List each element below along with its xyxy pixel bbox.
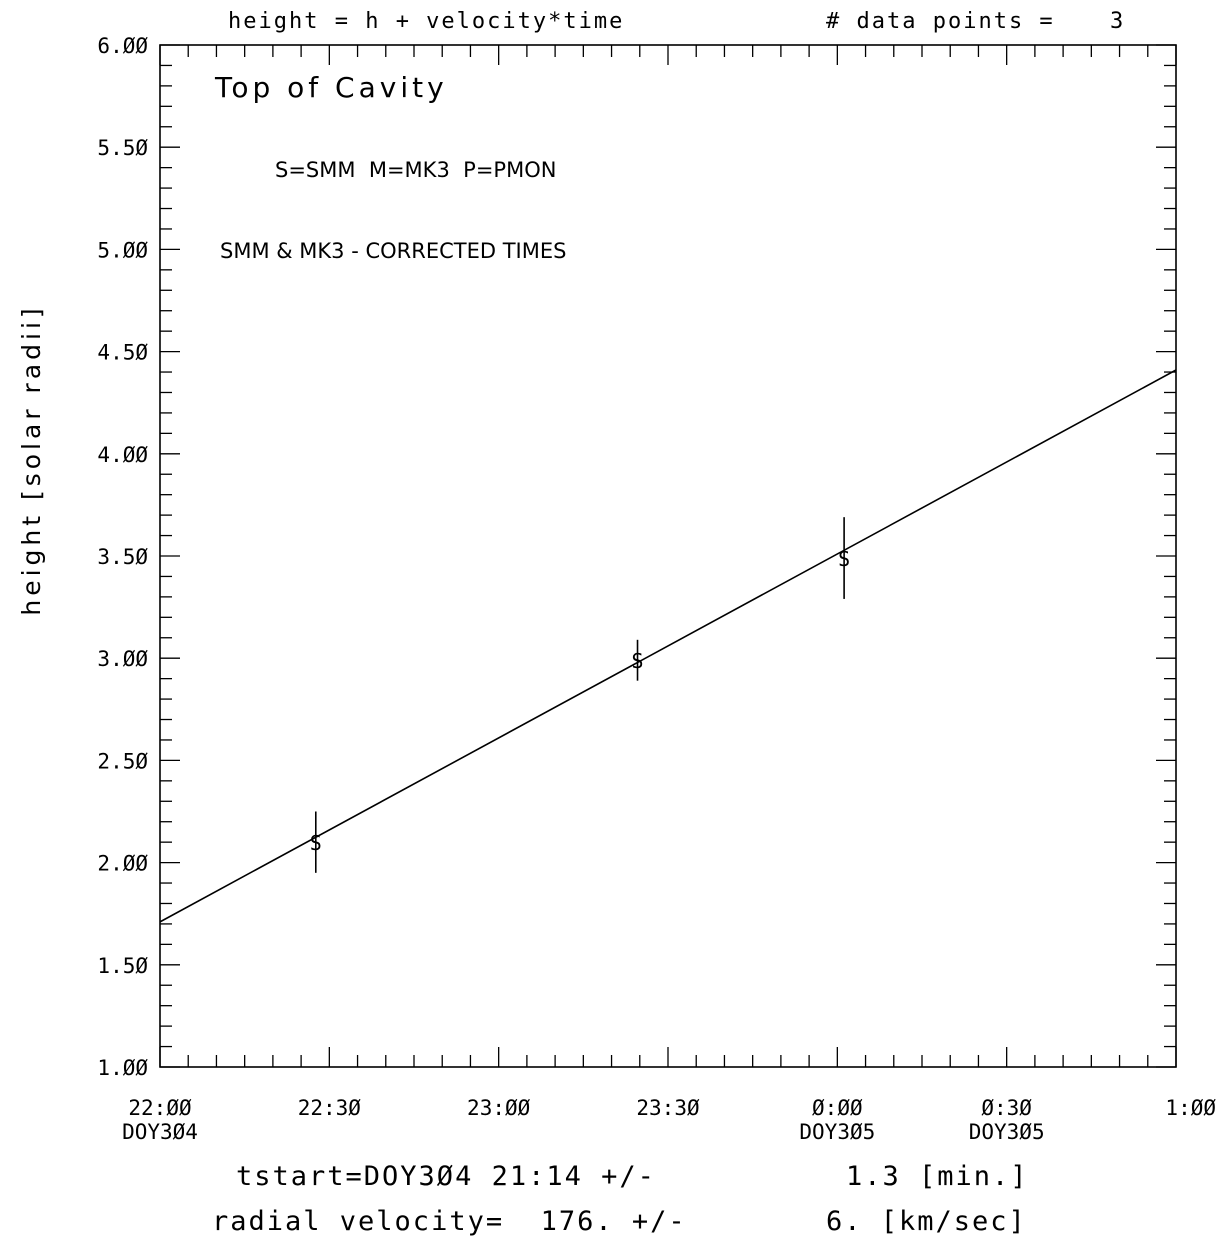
data-point-marker: S [310, 831, 322, 855]
x-tick-label: 22:3Ø [298, 1096, 362, 1120]
y-tick-label: 4.5Ø [97, 341, 148, 365]
tstart-error: 1.3 [min.] [846, 1161, 1029, 1192]
velocity-label: radial velocity= 176. +/- [212, 1206, 687, 1237]
x-tick-label: 23:3Ø [636, 1096, 700, 1120]
velocity-error: 6. [km/sec] [826, 1206, 1027, 1237]
x-tick-label: 23:ØØ [467, 1096, 531, 1120]
y-tick-label: 5.5Ø [97, 136, 148, 160]
y-tick-label: 6.ØØ [97, 34, 148, 58]
y-tick-label: 4.ØØ [97, 443, 148, 467]
y-tick-label: 3.ØØ [97, 647, 148, 671]
plot-frame [159, 44, 1177, 1068]
x-tick-label: Ø:ØØ [812, 1096, 863, 1120]
x-tick-label: 22:ØØ [128, 1096, 192, 1120]
chart-title: Top of Cavity [214, 71, 448, 104]
y-tick-label: 5.ØØ [97, 238, 148, 262]
x-tick-day-label: DOY3Ø4 [122, 1120, 198, 1144]
axis-ticks [159, 44, 1177, 1068]
correction-note: SMM & MK3 - CORRECTED TIMES [220, 239, 566, 263]
data-points-label: # data points = [826, 9, 1055, 34]
y-axis-label: height [solar radii] [17, 304, 46, 615]
x-tick-day-label: DOY3Ø5 [969, 1120, 1045, 1144]
x-tick-label: 1:ØØ [1165, 1096, 1216, 1120]
data-points-value: 3 [1110, 9, 1125, 34]
y-tick-label: 3.5Ø [97, 545, 148, 569]
data-point-marker: S [838, 547, 850, 571]
fit-formula: height = h + velocity*time [228, 9, 624, 34]
y-tick-label: 1.5Ø [97, 954, 148, 978]
tstart-label: tstart=DOY3Ø4 21:14 +/- [236, 1161, 656, 1192]
y-tick-label: 2.5Ø [97, 749, 148, 773]
x-tick-label: Ø:3Ø [981, 1096, 1032, 1120]
data-point-marker: S [631, 649, 643, 673]
x-tick-day-label: DOY3Ø5 [799, 1120, 875, 1144]
fit-line [159, 369, 1177, 923]
y-tick-label: 1.ØØ [97, 1056, 148, 1080]
points-layer: S S S [310, 517, 850, 873]
y-tick-label: 2.ØØ [97, 852, 148, 876]
fit-layer [159, 369, 1177, 923]
legend-note: S=SMM M=MK3 P=PMON [275, 158, 556, 182]
y-tick-labels: 1.ØØ 1.5Ø 2.ØØ 2.5Ø 3.ØØ 3.5Ø 4.ØØ 4.5Ø 5.ØØ 5.5Ø… [97, 34, 148, 1080]
